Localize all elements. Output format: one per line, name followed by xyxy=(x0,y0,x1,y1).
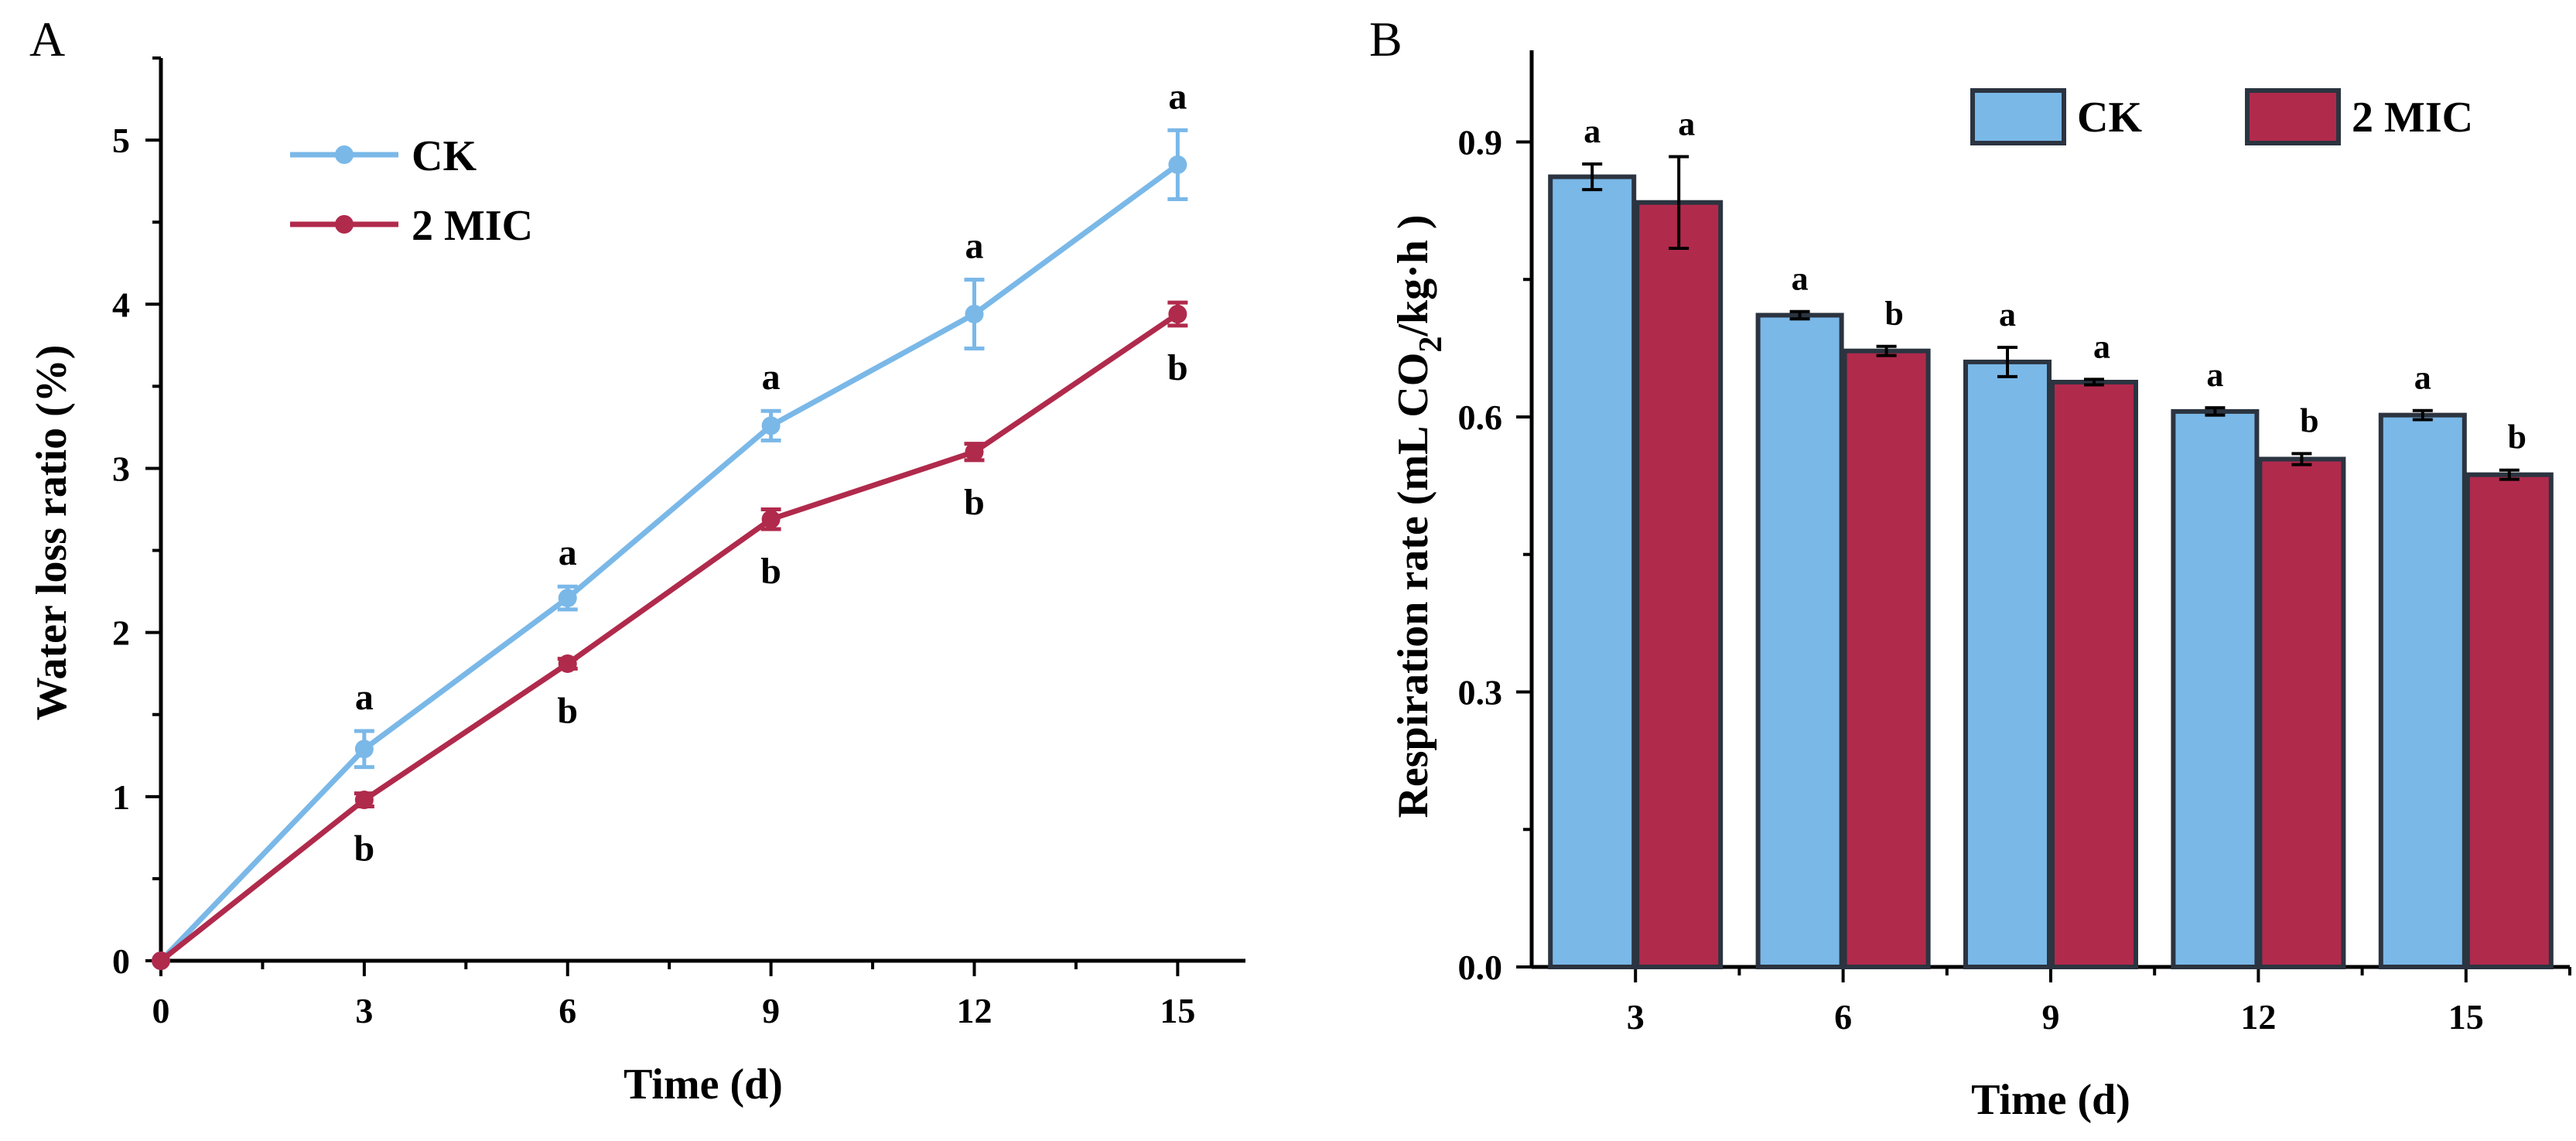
significance-letter: b xyxy=(760,551,781,592)
data-point xyxy=(761,510,781,529)
significance-letter: a xyxy=(355,677,374,718)
y-tick-label: 0.6 xyxy=(1458,398,1503,437)
legend-label: CK xyxy=(412,132,477,180)
x-tick-label: 6 xyxy=(559,991,576,1030)
x-tick-label: 15 xyxy=(1160,991,1195,1030)
data-point xyxy=(1168,155,1187,174)
legend-swatch-2mic xyxy=(2245,88,2341,145)
significance-letter: a xyxy=(965,225,984,266)
significance-letter: a xyxy=(2093,327,2110,365)
x-tick-label: 12 xyxy=(957,991,992,1030)
significance-letter: b xyxy=(2300,401,2318,439)
bar-2mic xyxy=(1842,348,1931,969)
legend-swatch-ck xyxy=(1970,88,2066,145)
legend-label: CK xyxy=(2077,94,2142,142)
significance-letter: b xyxy=(1167,347,1188,388)
bar-ck xyxy=(1755,313,1844,969)
x-tick-label: 3 xyxy=(355,991,373,1030)
data-point xyxy=(761,416,781,436)
significance-letter: a xyxy=(2414,359,2431,397)
data-point xyxy=(558,654,577,673)
significance-letter: a xyxy=(559,532,577,573)
bar-ck xyxy=(2378,412,2467,969)
panel-b-bar-chart: B 0.0 0.3 0.6 0.9 3 a a 6 a b 9 a a 12 a b 15 a b Time (d) Re… xyxy=(1369,12,2571,1124)
significance-letter: b xyxy=(2508,418,2526,456)
significance-letter: a xyxy=(2206,356,2223,394)
bar-2mic xyxy=(2257,456,2346,969)
significance-letter: a xyxy=(762,357,781,398)
y-axis-title-main: Respiration rate (mL CO xyxy=(1389,353,1437,818)
significance-letter: b xyxy=(557,690,578,731)
legend-label: 2 MIC xyxy=(412,202,533,250)
panel-label: B xyxy=(1369,12,1402,67)
x-tick-label: 15 xyxy=(2448,997,2484,1037)
x-tick-label: 12 xyxy=(2240,997,2276,1037)
data-point xyxy=(354,791,374,810)
y-axis-title: Respiration rate (mL CO2/kg·h ) xyxy=(1389,214,1449,818)
series-line-ck xyxy=(159,162,1180,963)
x-tick-label: 9 xyxy=(2042,997,2060,1037)
significance-letter: a xyxy=(1678,104,1695,142)
significance-letter: a xyxy=(1168,76,1187,117)
legend-marker xyxy=(335,215,354,234)
data-point xyxy=(1168,305,1187,324)
data-point xyxy=(965,442,984,462)
y-axis-title-tail: /kg·h ) xyxy=(1389,214,1437,336)
data-point xyxy=(965,305,984,324)
significance-letter: b xyxy=(1884,295,1903,333)
x-tick-label: 3 xyxy=(1627,997,1645,1037)
bar-2mic xyxy=(2050,379,2138,970)
x-tick-label: 9 xyxy=(762,991,780,1030)
y-tick-label: 5 xyxy=(112,121,130,160)
bar-ck xyxy=(2171,408,2260,969)
y-tick-label: 0.0 xyxy=(1458,948,1503,987)
y-tick-label: 4 xyxy=(112,285,130,324)
y-tick-label: 2 xyxy=(112,613,130,653)
y-tick-label: 0 xyxy=(112,941,130,981)
y-tick-label: 3 xyxy=(112,449,130,488)
y-tick-label: 0.9 xyxy=(1458,123,1503,162)
significance-letter: a xyxy=(1584,112,1601,150)
bar-ck xyxy=(1548,174,1637,969)
significance-letter: a xyxy=(1999,295,2016,333)
legend-marker xyxy=(335,145,354,164)
significance-letter: a xyxy=(1792,260,1809,298)
series-line-2mic xyxy=(159,312,1180,963)
x-tick-label: 6 xyxy=(1834,997,1852,1037)
y-axis-title: Water loss ratio (%) xyxy=(28,345,76,721)
legend-label: 2 MIC xyxy=(2352,94,2473,142)
x-tick-label: 0 xyxy=(152,991,170,1030)
y-tick-label: 0.3 xyxy=(1458,673,1503,712)
data-point xyxy=(354,740,374,759)
y-tick-label: 1 xyxy=(112,777,130,817)
panel-label: A xyxy=(29,12,65,67)
data-point xyxy=(152,951,170,970)
significance-letter: b xyxy=(964,482,985,523)
data-point xyxy=(558,589,577,608)
bar-2mic xyxy=(2465,472,2554,969)
x-axis-title: Time (d) xyxy=(1971,1076,2130,1124)
significance-letter: b xyxy=(354,828,375,869)
y-axis-title-subscript: 2 xyxy=(1413,336,1449,353)
bar-2mic xyxy=(1635,200,1724,969)
bar-ck xyxy=(1963,359,2052,969)
x-axis-title: Time (d) xyxy=(624,1061,783,1109)
